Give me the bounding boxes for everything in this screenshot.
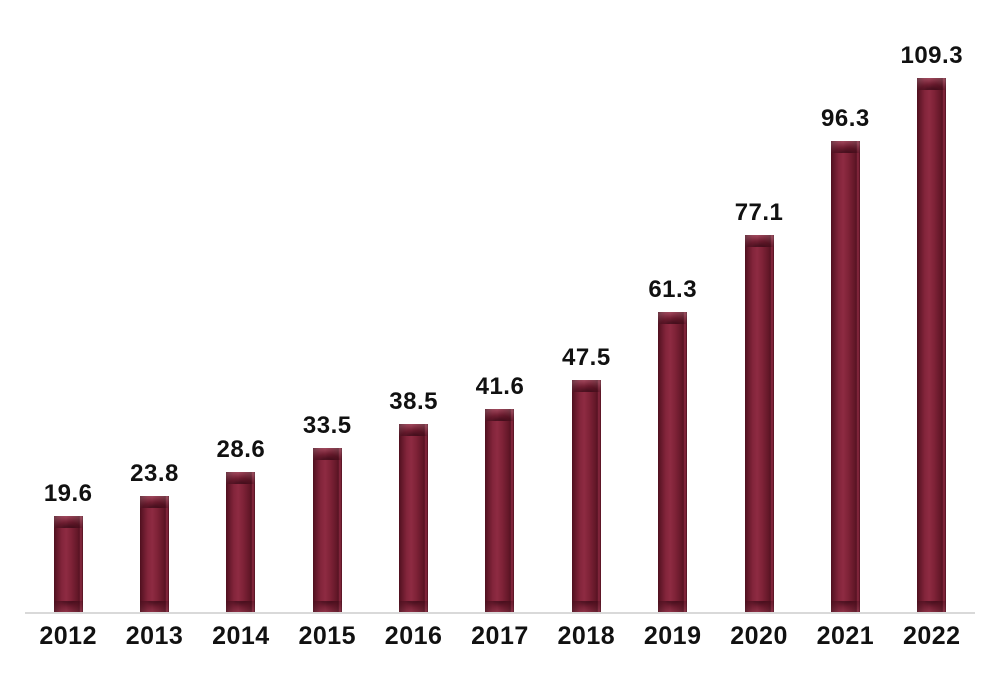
bar-column-2013: 23.8 [111,0,197,612]
bar-2016 [399,424,429,612]
x-axis-label-2014: 2014 [212,622,270,650]
bar-column-2018: 47.5 [543,0,629,612]
bar-2012 [53,516,83,612]
x-axis-label-2020: 2020 [730,622,788,650]
bar-2013 [140,496,170,612]
bar-2018 [571,380,601,612]
x-axis-label-2012: 2012 [39,622,97,650]
x-axis-label-2022: 2022 [902,622,961,650]
plot-area: 19.6 23.8 28.6 33.5 38.5 41.6 47.5 61.3 77.1 96.3… [25,0,975,614]
bar-column-2019: 61.3 [630,0,716,612]
bar-value-label: 77.1 [734,198,784,226]
bar-value-label: 109.3 [900,41,964,69]
bar-column-2017: 41.6 [457,0,543,612]
bar-2020 [744,235,774,612]
x-axis-label-2019: 2019 [643,622,702,650]
x-axis-label-2016: 2016 [384,622,443,650]
bar-column-2012: 19.6 [25,0,111,612]
bar-value-label: 33.5 [302,411,352,439]
x-axis-label-2021: 2021 [816,622,875,650]
x-axis-label-2017: 2017 [471,622,529,650]
x-axis-label-2013: 2013 [125,622,184,650]
bar-value-label: 96.3 [821,104,870,132]
bar-value-label: 41.6 [475,372,525,400]
x-axis-label-2018: 2018 [557,622,616,650]
bar-value-label: 19.6 [43,479,93,507]
x-axis-labels: 2012 2013 2014 2015 2016 2017 2018 2019 2020 2021… [25,622,975,651]
bar-column-2020: 77.1 [716,0,802,612]
bar-column-2022: 109.3 [889,0,975,612]
bar-column-2015: 33.5 [284,0,370,612]
bar-2022 [917,78,947,612]
bar-column-2016: 38.5 [370,0,456,612]
bar-value-label: 61.3 [648,275,698,303]
bar-2017 [485,409,515,612]
bar-value-label: 47.5 [561,343,611,371]
bar-2014 [226,472,256,612]
bar-column-2021: 96.3 [802,0,888,612]
bar-2021 [830,141,860,612]
x-axis-label-2015: 2015 [298,622,357,650]
bar-column-2014: 28.6 [198,0,284,612]
bar-value-label: 38.5 [389,387,438,415]
bar-2015 [312,448,342,612]
bar-value-label: 28.6 [216,435,266,463]
bar-value-label: 23.8 [130,459,179,487]
bar-2019 [658,312,688,612]
